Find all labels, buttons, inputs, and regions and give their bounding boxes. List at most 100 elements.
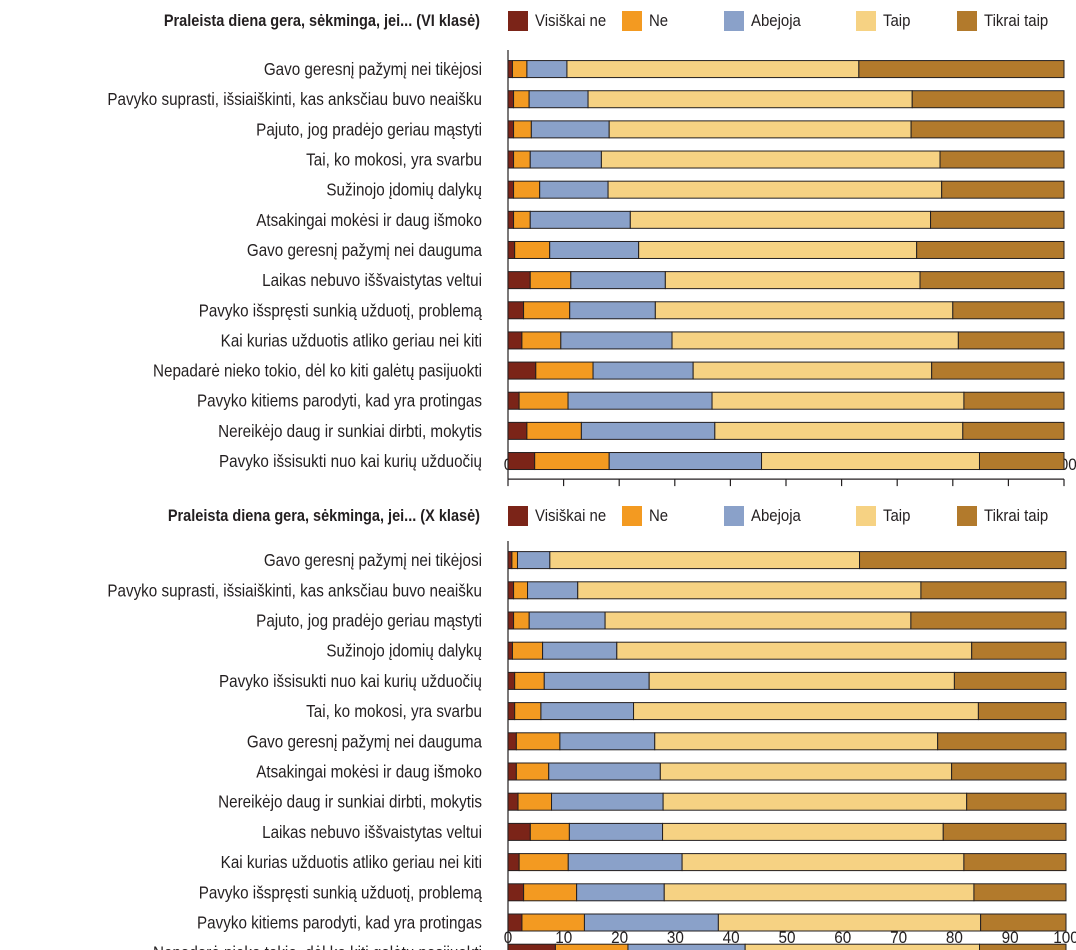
x-tick-label: 60 [834,928,851,947]
chart-title: Praleista diena gera, sėkminga, jei... (… [164,12,480,30]
bar-segment [663,883,975,902]
bar-segment [534,452,610,471]
bar-segment [711,391,965,410]
bar-segment [951,762,1067,781]
legend-label: Tikrai taip [984,507,1048,525]
bar-segment [521,331,562,350]
bar-segment [942,822,1067,841]
legend-label: Visiškai ne [535,507,606,525]
bar-segment [535,361,594,380]
bar-segment [567,391,713,410]
category-label: Gavo geresnį pažymį nei tikėjosi [264,60,482,79]
category-label: Pavyko suprasti, išsiaiškinti, kas anksč… [107,90,482,109]
bar-segment [858,60,1065,79]
category-label: Kai kurias užduotis atliko geriau nei ki… [221,331,482,350]
bar-segment [616,641,973,660]
bar-segment [514,702,542,721]
bar-segment [513,90,530,109]
bar-segment [529,822,570,841]
bar-segment [507,240,516,259]
bar-segment [654,301,954,320]
legend-swatch [508,11,528,31]
bar-segment [507,702,516,721]
bar-segment [587,90,913,109]
bar-segment [717,913,982,932]
bar-segment [761,452,980,471]
bar-segment [543,671,650,690]
bar-segment [916,240,1065,259]
bar-segment [515,732,561,751]
bar-segment [568,822,664,841]
category-label: Atsakingai mokėsi ir daug išmoko [256,763,482,782]
category-label: Pavyko kitiems parodyti, kad yra proting… [197,914,482,933]
bar-segment [980,913,1067,932]
category-label: Atsakingai mokėsi ir daug išmoko [256,211,482,230]
bar-segment [554,943,629,950]
bar-segment [627,943,746,950]
bar-segment [859,551,1067,570]
category-label: Laikas nebuvo iššvaistytas veltui [262,271,482,290]
bar-segment [528,611,606,630]
bar-segment [910,611,1067,630]
bar-segment [629,210,932,229]
category-label: Gavo geresnį pažymį nei dauguma [247,732,483,751]
bar-segment [507,671,516,690]
bar-segment [529,271,572,290]
bar-segment [930,210,1065,229]
bar-segment [507,120,515,139]
category-label: Gavo geresnį pažymį nei tikėjosi [264,551,482,570]
bar-segment [507,732,517,751]
category-label: Nereikėjo daug ir sunkiai dirbti, mokyti… [218,793,482,812]
bar-segment [592,361,694,380]
bar-segment [511,60,528,79]
x-tick-label: 50 [778,928,795,947]
legend-label: Tikrai taip [984,12,1048,30]
category-label: Sužinojo įdomių dalykų [326,642,482,661]
legend-swatch [622,506,642,526]
bar-segment [507,822,531,841]
bar-segment [507,361,537,380]
bar-segment [540,702,635,721]
legend-label: Abejoja [751,507,801,525]
bar-segment [507,611,515,630]
category-label: Pavyko išspręsti sunkią užduotį, problem… [199,883,483,902]
bar-segment [580,421,716,440]
bar-segment [973,883,1067,902]
bar-segment [513,611,530,630]
category-label: Tai, ko mokosi, yra svarbu [306,151,482,170]
bar-segment [507,180,515,199]
bar-segment [604,611,912,630]
bar-segment [507,853,520,872]
bar-segment [523,883,578,902]
bar-segment [530,120,610,139]
bar-segment [518,853,569,872]
x-tick-label: 20 [611,928,628,947]
bar-segment [549,551,861,570]
bar-segment [516,551,551,570]
bar-segment [507,150,515,169]
bar-segment [569,301,656,320]
bar-segment [514,240,551,259]
bar-segment [608,452,763,471]
legend-label: Ne [649,507,668,525]
category-label: Pavyko išsisukti nuo kai kurių užduočių [219,452,482,471]
bar-segment [513,210,531,229]
bar-segment [507,60,513,79]
bar-segment [962,421,1065,440]
bar-segment [542,641,618,660]
bar-segment [978,452,1065,471]
legend-label: Visiškai ne [535,12,606,30]
bar-segment [977,702,1067,721]
bar-segment [511,551,518,570]
bar-segment [659,762,953,781]
bar-segment [939,150,1065,169]
bar-segment [638,240,918,259]
category-label: Gavo geresnį pažymį nei dauguma [247,241,483,260]
bar-segment [523,301,571,320]
bar-segment [549,240,640,259]
bar-segment [920,581,1067,600]
bar-segment [507,641,513,660]
bar-segment [507,271,531,290]
bar-segment [911,90,1065,109]
